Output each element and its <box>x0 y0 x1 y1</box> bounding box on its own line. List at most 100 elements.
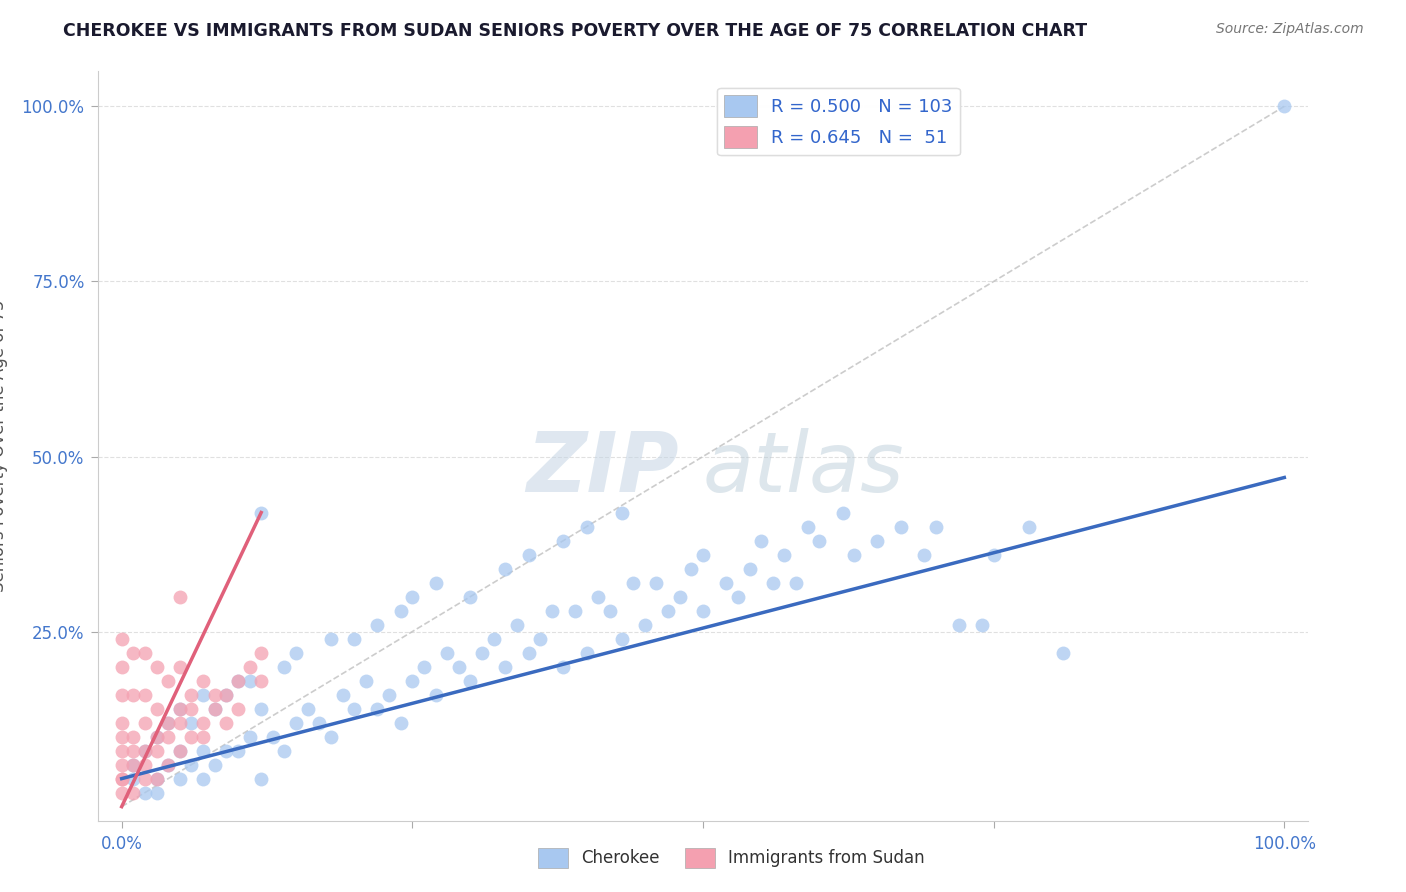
Point <box>250 506 273 520</box>
Point <box>401 590 423 604</box>
Point <box>970 617 993 632</box>
Point <box>273 659 295 673</box>
Point <box>145 786 167 800</box>
Point <box>204 701 226 715</box>
Point <box>553 533 575 548</box>
Point <box>239 659 262 673</box>
Text: CHEROKEE VS IMMIGRANTS FROM SUDAN SENIORS POVERTY OVER THE AGE OF 75 CORRELATION: CHEROKEE VS IMMIGRANTS FROM SUDAN SENIOR… <box>63 22 1087 40</box>
Point <box>773 548 796 562</box>
Point <box>553 659 575 673</box>
Point <box>134 646 156 660</box>
Point <box>749 533 772 548</box>
Point <box>134 688 156 702</box>
Point <box>657 603 679 617</box>
Point <box>122 757 145 772</box>
Point <box>215 743 238 757</box>
Point <box>180 715 202 730</box>
Point <box>506 617 529 632</box>
Point <box>517 646 540 660</box>
Point <box>111 688 134 702</box>
Point <box>529 632 551 646</box>
Point <box>366 617 388 632</box>
Point <box>762 575 785 590</box>
Point <box>425 688 447 702</box>
Point <box>482 632 505 646</box>
Point <box>157 730 180 744</box>
Point <box>239 673 262 688</box>
Point <box>180 688 202 702</box>
Point <box>343 701 366 715</box>
Point <box>134 715 156 730</box>
Text: ZIP: ZIP <box>526 428 679 509</box>
Point <box>191 673 214 688</box>
Text: Source: ZipAtlas.com: Source: ZipAtlas.com <box>1216 22 1364 37</box>
Point <box>111 786 134 800</box>
Legend: Cherokee, Immigrants from Sudan: Cherokee, Immigrants from Sudan <box>531 841 931 875</box>
Point <box>681 561 703 575</box>
Point <box>122 786 145 800</box>
Point <box>204 688 226 702</box>
Point <box>169 743 191 757</box>
Point <box>180 730 202 744</box>
Point <box>808 533 831 548</box>
Point <box>111 632 134 646</box>
Point <box>122 646 145 660</box>
Point <box>145 772 167 786</box>
Point <box>668 590 690 604</box>
Point <box>727 590 749 604</box>
Point <box>169 743 191 757</box>
Point <box>692 548 714 562</box>
Point <box>425 575 447 590</box>
Point <box>389 603 412 617</box>
Point <box>145 701 167 715</box>
Point <box>250 646 273 660</box>
Point <box>122 772 145 786</box>
Point <box>111 772 134 786</box>
Point <box>645 575 668 590</box>
Point <box>239 730 262 744</box>
Point <box>844 548 866 562</box>
Point <box>134 757 156 772</box>
Point <box>204 757 226 772</box>
Point <box>796 519 818 533</box>
Point <box>204 701 226 715</box>
Point <box>157 715 180 730</box>
Point <box>191 772 214 786</box>
Point <box>738 561 761 575</box>
Point <box>145 730 167 744</box>
Point <box>1052 646 1074 660</box>
Point <box>354 673 377 688</box>
Point <box>1018 519 1040 533</box>
Point <box>471 646 494 660</box>
Point <box>716 575 738 590</box>
Point <box>297 701 319 715</box>
Point <box>191 730 214 744</box>
Point <box>308 715 330 730</box>
Point <box>831 506 853 520</box>
Point <box>319 730 342 744</box>
Point <box>134 786 156 800</box>
Point <box>983 548 1005 562</box>
Point <box>517 548 540 562</box>
Point <box>366 701 388 715</box>
Point <box>912 548 935 562</box>
Point <box>924 519 946 533</box>
Point <box>169 715 191 730</box>
Point <box>785 575 807 590</box>
Point <box>169 772 191 786</box>
Point <box>1272 99 1295 113</box>
Point <box>460 673 482 688</box>
Point <box>250 772 273 786</box>
Point <box>610 506 633 520</box>
Point <box>948 617 970 632</box>
Point <box>122 743 145 757</box>
Point <box>191 688 214 702</box>
Point <box>575 519 598 533</box>
Point <box>122 757 145 772</box>
Point <box>447 659 470 673</box>
Point <box>145 743 167 757</box>
Point <box>134 743 156 757</box>
Point <box>169 590 191 604</box>
Point <box>588 590 610 604</box>
Point <box>157 715 180 730</box>
